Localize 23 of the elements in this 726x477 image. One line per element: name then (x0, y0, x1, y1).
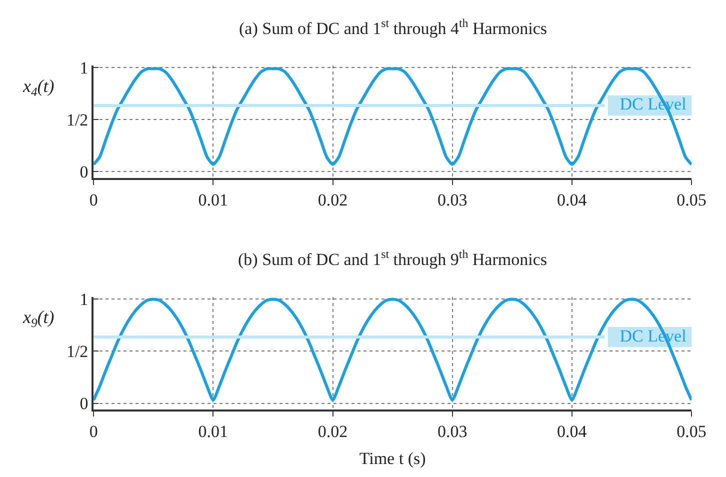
y-axis-title: x$_{4}$(t) (22, 76, 54, 99)
x-tick-label: 0.05 (676, 422, 706, 441)
x-tick-label: 0.03 (437, 422, 468, 441)
y-tick-label: 1 (80, 58, 88, 78)
x-tick-label: 0.02 (318, 422, 348, 441)
y-tick-label: 1/2 (66, 342, 88, 362)
line-series (94, 67, 692, 166)
x-tick-label: 0.04 (557, 190, 588, 210)
x-tick-label: 0.03 (437, 190, 468, 210)
y-axis-title: x$_{9}$(t) (22, 307, 54, 330)
line-series (94, 298, 692, 402)
x-tick-label: 0.04 (557, 422, 588, 441)
chart-title: (a) Sum of DC and 1$^{st}$ through 4$^{th}$ Harmonics (239, 16, 548, 38)
x-tick-label: 0.01 (198, 422, 228, 441)
y-tick-label: 1/2 (66, 110, 88, 130)
y-tick-label: 0 (80, 394, 88, 414)
x-tick-label: 0.01 (198, 190, 228, 210)
x-tick-label: 0.05 (676, 190, 706, 210)
y-tick-label: 1 (80, 290, 88, 310)
x-tick-label: 0.02 (318, 190, 348, 210)
x-axis-title: Time t (s) (359, 448, 426, 468)
y-tick-label: 0 (80, 162, 88, 182)
chart-title: (b) Sum of DC and 1$^{st}$ through 9$^{th}$ Harmonics (238, 247, 547, 270)
